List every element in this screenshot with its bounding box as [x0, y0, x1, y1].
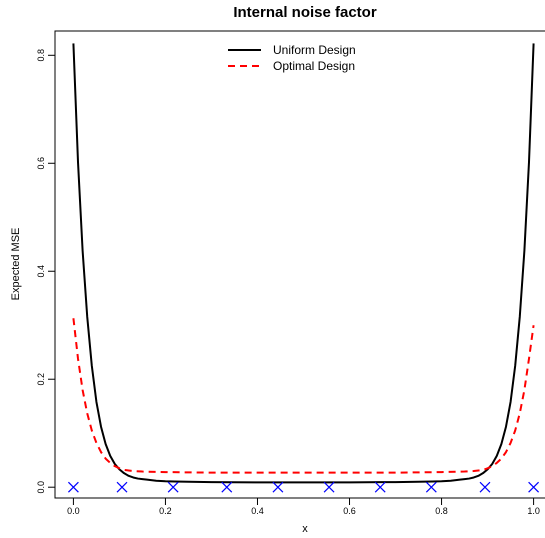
- x-axis: 0.0 0.2 0.4 0.6 0.8 1.0: [67, 497, 540, 516]
- x-axis-label: x: [302, 523, 308, 535]
- design-point-marker: [528, 481, 540, 493]
- series-line-uniform-design: [72, 43, 535, 484]
- y-tick-label: 0.4: [36, 265, 46, 278]
- x-tick-label: 0.0: [67, 506, 80, 516]
- y-tick-label: 0.2: [36, 373, 46, 386]
- y-tick-label: 0.6: [36, 157, 46, 170]
- design-point-marker: [425, 481, 437, 493]
- design-point-marker: [116, 481, 128, 493]
- design-point-marker: [221, 481, 233, 493]
- legend-label: Optimal Design: [273, 59, 355, 73]
- y-axis: 0.0 0.2 0.4 0.6 0.8: [36, 49, 56, 494]
- design-point-marker: [374, 481, 386, 493]
- x-tick-label: 0.2: [159, 506, 172, 516]
- design-point-marker: [167, 481, 179, 493]
- y-tick-label: 0.8: [36, 49, 46, 62]
- x-tick-label: 0.8: [435, 506, 448, 516]
- legend-label: Uniform Design: [273, 43, 356, 57]
- series-line-optimal-design: [72, 318, 535, 474]
- design-point-marker: [272, 481, 284, 493]
- design-point-marker: [323, 481, 335, 493]
- chart-title: Internal noise factor: [233, 4, 377, 21]
- legend: Uniform Design Optimal Design: [228, 43, 356, 73]
- design-points: [67, 481, 540, 493]
- x-tick-label: 1.0: [527, 506, 540, 516]
- x-tick-label: 0.6: [343, 506, 356, 516]
- series-layer: [72, 43, 535, 484]
- design-point-marker: [67, 481, 79, 493]
- y-axis-label: Expected MSE: [10, 228, 22, 301]
- design-point-marker: [479, 481, 491, 493]
- plot-frame: [54, 30, 545, 499]
- x-tick-label: 0.4: [251, 506, 264, 516]
- y-tick-label: 0.0: [36, 481, 46, 494]
